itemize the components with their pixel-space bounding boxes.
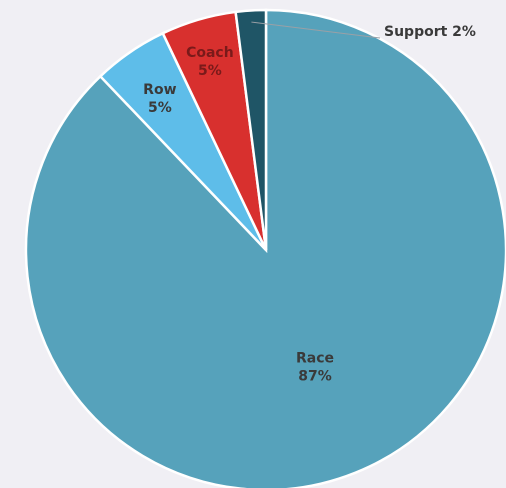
slice-label-coach: Coach <box>186 45 234 61</box>
slice-label-row: Row <box>143 82 176 98</box>
pie-slices <box>24 8 506 488</box>
slice-value-race: 87% <box>298 369 332 385</box>
pie-slice-support <box>234 8 268 251</box>
pie-slice-race <box>24 8 506 488</box>
support-leader-line <box>251 21 381 39</box>
pie-labels: Race 87% Row 5% Coach 5% Support 2% <box>143 21 476 385</box>
slice-value-row: 5% <box>148 100 172 116</box>
slice-value-coach: 5% <box>198 63 222 79</box>
slice-label-support: Support 2% <box>384 24 476 40</box>
slice-label-race: Race <box>296 351 334 367</box>
